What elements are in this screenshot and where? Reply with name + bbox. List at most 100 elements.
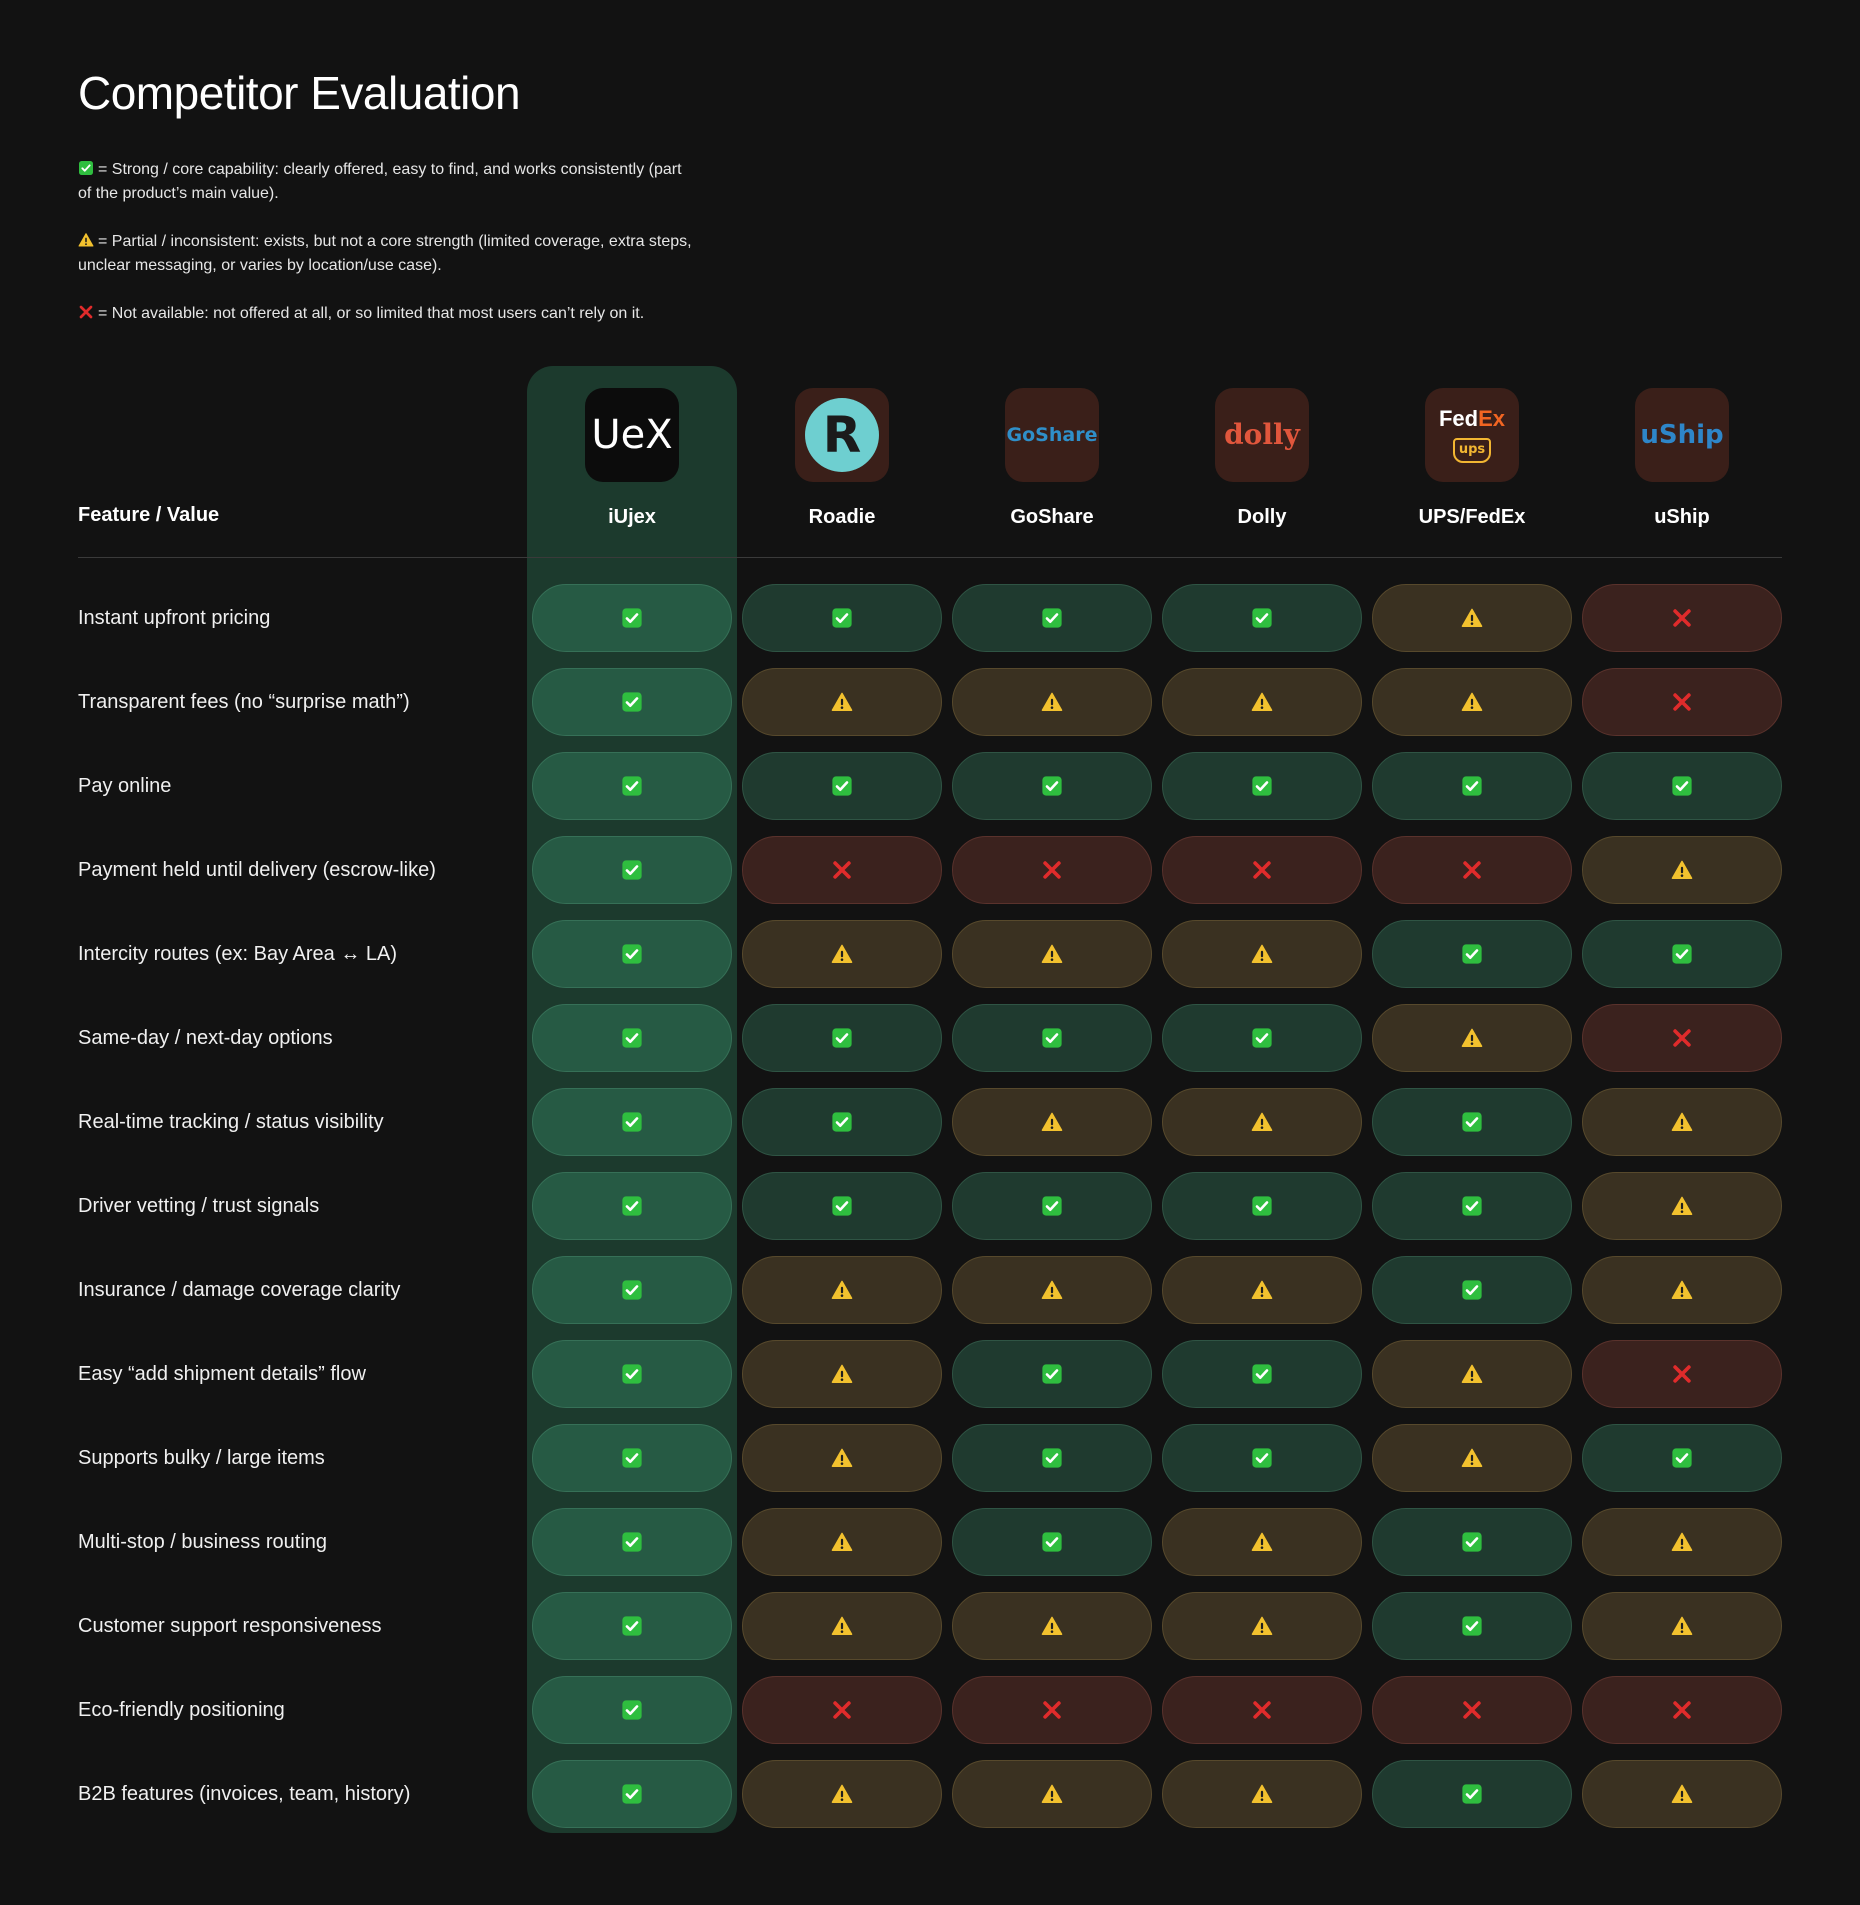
warning-icon bbox=[1461, 1027, 1483, 1049]
legend-yes: = Strong / core capability: clearly offe… bbox=[78, 158, 698, 206]
table-row: Driver vetting / trust signals bbox=[78, 1172, 1782, 1256]
rating-cell-goshare bbox=[952, 1592, 1152, 1660]
check-mark-button-icon bbox=[621, 1195, 643, 1217]
warning-icon bbox=[1251, 1531, 1273, 1553]
rating-cell-ups-fedex bbox=[1372, 584, 1572, 652]
rating-cell-uship bbox=[1582, 668, 1782, 736]
table-row: Pay online bbox=[78, 752, 1782, 836]
check-mark-button-icon bbox=[1041, 607, 1063, 629]
cross-mark-icon bbox=[1671, 607, 1693, 629]
warning-icon bbox=[831, 1363, 853, 1385]
warning-icon bbox=[1251, 691, 1273, 713]
rating-cell-roadie bbox=[742, 752, 942, 820]
warning-icon bbox=[1461, 691, 1483, 713]
table-row: Eco-friendly positioning bbox=[78, 1676, 1782, 1760]
competitor-header-uship: uShip uShip bbox=[1582, 388, 1782, 529]
rating-cell-ups-fedex bbox=[1372, 668, 1572, 736]
rating-cell-roadie bbox=[742, 920, 942, 988]
feature-label: Instant upfront pricing bbox=[78, 607, 271, 629]
competitor-name: iUjex bbox=[608, 506, 656, 528]
rating-cell-roadie bbox=[742, 1760, 942, 1828]
logo-text: GoShare bbox=[1006, 423, 1098, 446]
rating-cell-dolly bbox=[1162, 1508, 1362, 1576]
comparison-table-body: Instant upfront pricing Transparent fees … bbox=[78, 584, 1782, 1844]
rating-cell-ups-fedex bbox=[1372, 752, 1572, 820]
rating-cell-roadie bbox=[742, 584, 942, 652]
table-row: Real-time tracking / status visibility bbox=[78, 1088, 1782, 1172]
legend-no-text: = Not available: not offered at all, or … bbox=[98, 305, 645, 322]
rating-cell-dolly bbox=[1162, 752, 1362, 820]
feature-label: Supports bulky / large items bbox=[78, 1447, 325, 1469]
rating-cell-roadie bbox=[742, 1424, 942, 1492]
rating-cell-ups-fedex bbox=[1372, 1592, 1572, 1660]
rating-cell-goshare bbox=[952, 1004, 1152, 1072]
check-mark-button-icon bbox=[1461, 1279, 1483, 1301]
warning-icon bbox=[1671, 1195, 1693, 1217]
competitor-name: Dolly bbox=[1237, 506, 1287, 528]
rating-cell-dolly bbox=[1162, 1760, 1362, 1828]
rating-cell-goshare bbox=[952, 668, 1152, 736]
check-mark-button-icon bbox=[1461, 1195, 1483, 1217]
feature-label: Driver vetting / trust signals bbox=[78, 1195, 320, 1217]
rating-cell-iujex bbox=[532, 584, 732, 652]
table-header: Feature / Value UeX iUjex R Roadie GoShare Go… bbox=[78, 388, 1782, 536]
check-mark-button-icon bbox=[831, 1111, 853, 1133]
warning-icon bbox=[1251, 943, 1273, 965]
check-mark-button-icon bbox=[621, 1027, 643, 1049]
warning-icon bbox=[1671, 1279, 1693, 1301]
check-mark-button-icon bbox=[1461, 1783, 1483, 1805]
rating-cell-dolly bbox=[1162, 584, 1362, 652]
rating-cell-iujex bbox=[532, 1424, 732, 1492]
check-mark-button-icon bbox=[1671, 775, 1693, 797]
rating-cell-goshare bbox=[952, 752, 1152, 820]
warning-icon bbox=[1671, 859, 1693, 881]
logo-dolly: dolly bbox=[1215, 388, 1309, 482]
page-title: Competitor Evaluation bbox=[78, 67, 521, 119]
table-row: B2B features (invoices, team, history) bbox=[78, 1760, 1782, 1844]
table-row: Multi-stop / business routing bbox=[78, 1508, 1782, 1592]
rating-cell-dolly bbox=[1162, 1424, 1362, 1492]
table-row: Supports bulky / large items bbox=[78, 1424, 1782, 1508]
warning-icon bbox=[831, 1615, 853, 1637]
rating-cell-uship bbox=[1582, 1592, 1782, 1660]
rating-cell-dolly bbox=[1162, 836, 1362, 904]
check-mark-button-icon bbox=[1251, 1363, 1273, 1385]
warning-icon bbox=[831, 1531, 853, 1553]
competitor-header-dolly: dolly Dolly bbox=[1162, 388, 1362, 529]
logo-uship: uShip bbox=[1635, 388, 1729, 482]
feature-column-header: Feature / Value bbox=[78, 504, 220, 526]
check-mark-button-icon bbox=[1251, 775, 1273, 797]
feature-label: Customer support responsiveness bbox=[78, 1615, 382, 1637]
warning-icon bbox=[1461, 1363, 1483, 1385]
check-mark-button-icon bbox=[1671, 943, 1693, 965]
feature-label: Same-day / next-day options bbox=[78, 1027, 333, 1049]
rating-cell-roadie bbox=[742, 1592, 942, 1660]
rating-cell-uship bbox=[1582, 1676, 1782, 1744]
feature-label: Pay online bbox=[78, 775, 172, 797]
feature-label: Payment held until delivery (escrow-like… bbox=[78, 859, 436, 881]
rating-cell-goshare bbox=[952, 1172, 1152, 1240]
rating-cell-dolly bbox=[1162, 1088, 1362, 1156]
rating-cell-roadie bbox=[742, 1676, 942, 1744]
rating-cell-roadie bbox=[742, 1340, 942, 1408]
rating-cell-dolly bbox=[1162, 1592, 1362, 1660]
rating-cell-goshare bbox=[952, 920, 1152, 988]
warning-icon bbox=[831, 1783, 853, 1805]
rating-cell-roadie bbox=[742, 1256, 942, 1324]
rating-cell-iujex bbox=[532, 1592, 732, 1660]
rating-cell-goshare bbox=[952, 1508, 1152, 1576]
rating-cell-iujex bbox=[532, 1760, 732, 1828]
check-mark-button-icon bbox=[621, 1363, 643, 1385]
check-mark-button-icon bbox=[1461, 943, 1483, 965]
logo-text: R bbox=[822, 406, 862, 464]
cross-mark-icon bbox=[1671, 1027, 1693, 1049]
warning-icon bbox=[1041, 1111, 1063, 1133]
check-mark-button-icon bbox=[621, 1111, 643, 1133]
check-mark-button-icon bbox=[1671, 1447, 1693, 1469]
check-mark-button-icon bbox=[1251, 1027, 1273, 1049]
warning-icon bbox=[1041, 1279, 1063, 1301]
rating-cell-roadie bbox=[742, 668, 942, 736]
feature-label: B2B features (invoices, team, history) bbox=[78, 1783, 411, 1805]
competitor-name: uShip bbox=[1654, 506, 1710, 528]
logo-ups-fedex: FedEx ups bbox=[1425, 388, 1519, 482]
